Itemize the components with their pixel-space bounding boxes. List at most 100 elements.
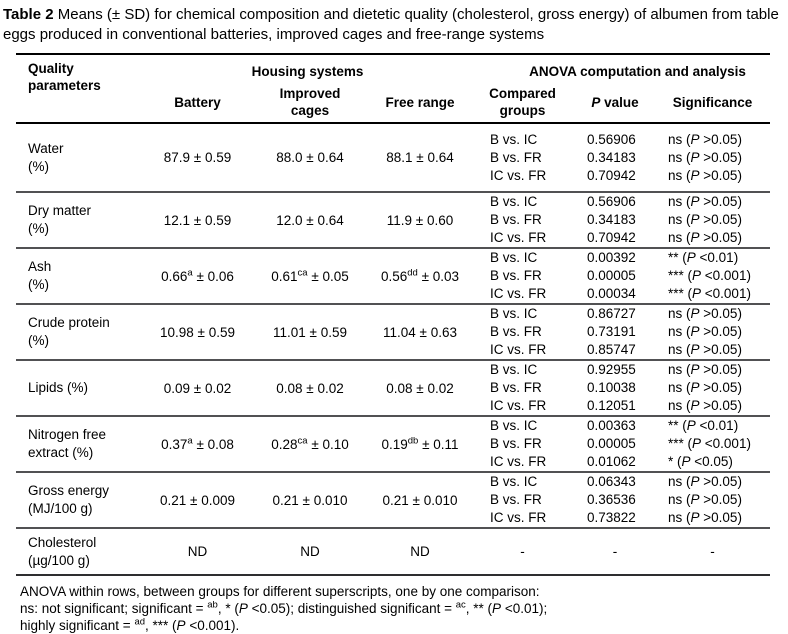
param-cell: Dry matter (%): [16, 192, 145, 248]
significance-p-italic: P: [690, 324, 700, 339]
significance-cell: -: [655, 528, 770, 575]
significance-threshold: <0.01): [695, 418, 739, 433]
value-base: 0.21: [382, 492, 409, 508]
value-superscript: dd: [407, 267, 418, 278]
value-sd: ± 0.05: [307, 268, 349, 284]
value-cell-free-range: ND: [370, 528, 470, 575]
comparison-groups: B vs. IC: [490, 250, 538, 265]
comparison-groups: B vs. FR: [490, 436, 542, 451]
header-improved-cages-label: Improved cages: [279, 86, 341, 118]
compared-groups-cell: B vs. IC B vs. FR IC vs. FR: [470, 360, 575, 416]
comparison-groups: IC vs. FR: [490, 342, 547, 357]
footnote-text: , * (: [217, 601, 239, 616]
value-cell-battery: 10.98 ± 0.59: [145, 304, 250, 360]
value-sd: ± 0.59: [305, 324, 347, 340]
comparison-significance: ns (P >0.05): [668, 379, 770, 397]
significance-threshold: >0.05): [699, 492, 742, 507]
value-sd: ± 0.010: [298, 492, 348, 508]
significance-cell: ns (P >0.05) ns (P >0.05) ns (P >0.05): [655, 472, 770, 528]
value-sd: ± 0.64: [412, 150, 454, 165]
comparison-p-value: 0.12051: [587, 398, 636, 413]
value-cell-battery: 0.37a ± 0.08: [145, 416, 250, 472]
significance-cell: ** (P <0.01) *** (P <0.001) *** (P <0.001): [655, 248, 770, 304]
significance-symbol: ns (: [668, 194, 691, 209]
significance-symbol: ns (: [668, 380, 691, 395]
comparison-significance: ns (P >0.05): [668, 491, 770, 509]
table-row: Ash (%) 0.66a ± 0.06 0.61ca ± 0.05 0.56d…: [16, 248, 770, 304]
significance-p-italic: P: [690, 362, 700, 377]
significance-threshold: <0.001): [701, 436, 751, 451]
significance-symbol: ns (: [668, 510, 691, 525]
comparison-p-value: 0.00363: [587, 418, 636, 433]
significance-threshold: >0.05): [699, 342, 742, 357]
significance-p-italic: P: [686, 250, 696, 265]
header-group-row: Quality parameters Housing systems ANOVA…: [16, 54, 770, 93]
comparison-significance: ns (P >0.05): [668, 131, 770, 149]
value-base: 0.08: [276, 380, 303, 396]
comparison-significance: ns (P >0.05): [668, 397, 770, 415]
param-cell: Water (%): [16, 123, 145, 192]
value-base: 88.0: [276, 150, 303, 165]
compared-groups-cell: B vs. IC B vs. FR IC vs. FR: [470, 304, 575, 360]
significance-symbol: ns (: [668, 306, 691, 321]
comparison-significance: *** (P <0.001): [668, 435, 770, 453]
significance-p-italic: P: [692, 286, 702, 301]
significance-symbol: ns (: [668, 398, 691, 413]
value-sd: ± 0.010: [408, 492, 458, 508]
p-value-cell: 0.86727 0.73191 0.85747: [575, 304, 655, 360]
param-name-line1: Gross energy: [28, 483, 110, 498]
value-sd: ± 0.02: [190, 380, 232, 396]
value-superscript: a: [187, 435, 193, 446]
param-name-line1: Ash: [28, 259, 52, 274]
significance-p-italic: P: [690, 380, 700, 395]
significance-cell: ** (P <0.01) *** (P <0.001) * (P <0.05): [655, 416, 770, 472]
header-free-range: Free range: [385, 94, 455, 110]
value-cell-battery: ND: [145, 528, 250, 575]
significance-threshold: >0.05): [699, 306, 742, 321]
comparison-p-value: 0.00005: [587, 436, 636, 451]
value-sd: ± 0.64: [302, 212, 344, 228]
footnote-text: ns: not significant; significant =: [20, 601, 208, 616]
value-base: 0.08: [386, 380, 413, 396]
value-base: 12.1: [163, 212, 191, 228]
significance-threshold: >0.05): [699, 380, 742, 395]
compared-groups-cell: B vs. IC B vs. FR IC vs. FR: [470, 416, 575, 472]
value-base: 11.04: [383, 324, 416, 340]
comparison-groups: B vs. FR: [490, 324, 542, 339]
header-anova: ANOVA computation and analysis: [529, 64, 746, 79]
value-base: 88.1: [386, 150, 413, 165]
value-cell-free-range: 11.9 ± 0.60: [370, 192, 470, 248]
value-superscript: a: [187, 267, 193, 278]
param-name-line2: (%): [28, 221, 49, 236]
comparison-groups: B vs. FR: [490, 268, 542, 283]
comparison-groups: B vs. IC: [490, 418, 538, 433]
param-name-line1: Lipids (%): [28, 380, 89, 395]
comparison-significance: -: [655, 543, 770, 561]
value-sd: ± 0.64: [302, 150, 344, 165]
comparison-p-value: 0.00005: [587, 268, 636, 283]
comparison-groups: B vs. IC: [490, 362, 538, 377]
param-name-line2: (µg/100 g): [28, 552, 90, 568]
value-sd: ± 0.08: [192, 436, 234, 452]
comparison-p-value: 0.92955: [587, 362, 636, 377]
value-sd: ± 0.59: [190, 212, 232, 228]
value-base: 0.19: [381, 436, 408, 452]
significance-p-italic: P: [690, 167, 700, 183]
comparison-p-value: 0.70942: [587, 167, 636, 183]
param-name-line1: Dry matter: [28, 203, 92, 218]
footnote-line: ANOVA within rows, between groups for di…: [20, 583, 788, 600]
significance-threshold: >0.05): [699, 510, 742, 525]
footnote-text: , *** (: [145, 618, 177, 633]
significance-threshold: >0.05): [699, 212, 742, 227]
value-cell-battery: 0.09 ± 0.02: [145, 360, 250, 416]
value-cell-free-range: 0.08 ± 0.02: [370, 360, 470, 416]
table-header: Quality parameters Housing systems ANOVA…: [16, 54, 770, 123]
comparison-groups: B vs. IC: [490, 194, 538, 209]
compared-groups-cell: B vs. IC B vs. FR IC vs. FR: [470, 248, 575, 304]
significance-p-italic: P: [690, 398, 700, 413]
significance-p-italic: P: [690, 510, 700, 525]
table-caption: Table 2 Means (± SD) for chemical compos…: [3, 5, 787, 44]
header-improved-cages: Improved cages: [250, 85, 370, 123]
significance-p-italic: P: [690, 194, 700, 209]
table-row: Water (%) 87.9 ± 0.59 88.0 ± 0.64 88.1 ±…: [16, 123, 770, 192]
